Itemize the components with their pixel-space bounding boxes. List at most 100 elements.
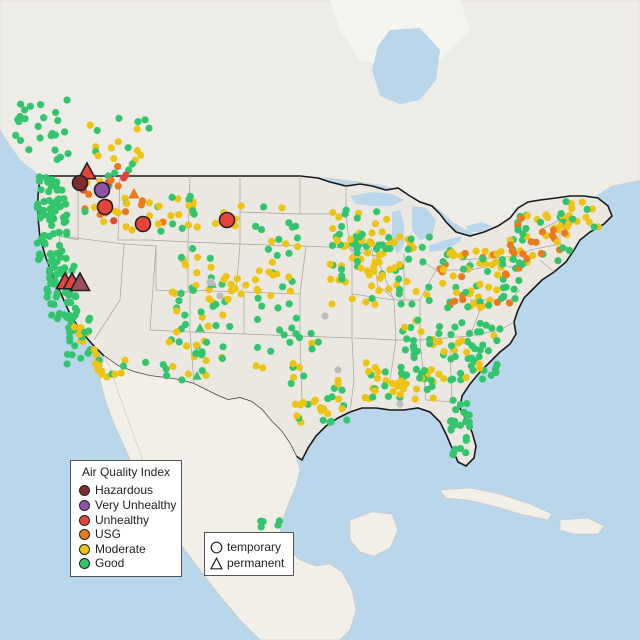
monitor-site-dot: [439, 265, 447, 274]
monitor-site-dot: [370, 267, 378, 275]
monitor-site-dot: [205, 295, 213, 303]
monitor-site-dot: [145, 199, 154, 207]
monitor-site-dot: [286, 338, 294, 346]
monitor-site-dot: [40, 198, 48, 206]
monitor-site-dot: [47, 132, 55, 140]
monitor-site-dot: [111, 207, 119, 215]
monitor-site-dot: [476, 346, 484, 354]
monitor-site-dot: [71, 311, 80, 319]
monitor-site-dot: [258, 302, 266, 310]
monitor-site-dot: [578, 198, 586, 206]
monitor-site-dot: [523, 255, 531, 263]
monitor-site-dot: [343, 416, 351, 424]
monitor-site-dot: [252, 362, 260, 370]
monitor-site-dot: [203, 338, 211, 346]
monitor-site-dot: [395, 290, 403, 298]
monitor-site-dot: [324, 395, 332, 403]
monitor-site-dot: [338, 222, 346, 231]
monitor-site-dot: [292, 330, 300, 338]
monitor-site-dot: [476, 319, 484, 327]
monitor-site-dot: [202, 371, 210, 380]
monitor-site-dot: [47, 300, 55, 308]
monitor-site-dot: [435, 323, 444, 331]
monitor-site-dot: [295, 363, 304, 372]
monitor-site-dot: [218, 354, 226, 363]
monitor-site-triangle: [207, 277, 217, 286]
monitor-site-dot: [335, 213, 343, 221]
monitor-site-dot: [37, 186, 45, 194]
monitor-site-large: [93, 181, 111, 199]
monitor-site-dot: [77, 354, 85, 362]
monitor-site-dot: [397, 363, 405, 371]
monitor-site-dot: [43, 285, 51, 293]
monitor-site-dot: [63, 360, 71, 368]
monitor-site-dot: [154, 220, 162, 228]
monitor-site-dot: [63, 230, 71, 238]
monitor-site-dot: [321, 312, 329, 320]
monitor-site-dot: [192, 349, 200, 357]
monitor-site-dot: [403, 335, 411, 343]
monitor-site-dot: [451, 323, 459, 331]
monitor-site-dot: [66, 337, 74, 345]
monitor-site-dot: [61, 128, 69, 136]
monitor-site-dot: [449, 375, 457, 383]
monitor-site-dot: [517, 214, 525, 222]
monitor-site-dot: [257, 226, 266, 234]
monitor-site-dot: [465, 411, 473, 419]
monitor-site-dot: [522, 225, 530, 233]
monitor-site-dot: [178, 376, 186, 384]
monitor-site-dot: [338, 386, 346, 394]
monitor-site-dot: [90, 345, 98, 354]
monitor-site-dot: [291, 400, 300, 408]
monitor-site-dot: [448, 248, 456, 256]
monitor-site-dot: [542, 211, 550, 219]
monitor-site-dot: [536, 218, 545, 226]
monitor-site-dot: [484, 347, 492, 355]
monitor-site-dot: [173, 328, 181, 336]
monitor-site-dot: [293, 412, 301, 420]
monitor-site-dot: [26, 102, 34, 110]
monitor-site-dot: [420, 367, 428, 375]
monitor-site-dot: [206, 254, 214, 262]
monitor-site-dot: [505, 299, 514, 307]
monitor-site-dot: [211, 219, 220, 228]
monitor-site-dot: [53, 315, 62, 323]
monitor-site-dot: [493, 286, 501, 294]
monitor-site-dot: [423, 291, 431, 299]
monitor-site-dot: [461, 249, 469, 258]
monitor-site-dot: [122, 223, 130, 231]
monitor-site-dot: [219, 343, 227, 351]
monitor-site-dot: [124, 144, 132, 152]
monitor-site-dot: [182, 320, 190, 329]
monitor-site-dot: [454, 339, 462, 347]
monitor-site-dot: [198, 367, 206, 375]
monitor-site-dot: [458, 319, 466, 327]
monitor-site-dot: [308, 339, 316, 347]
monitor-site-dot: [110, 217, 118, 225]
legend-item-very-unhealthy: Very Unhealthy: [79, 498, 176, 512]
lake-erie: [428, 236, 462, 252]
monitor-site-dot: [464, 303, 472, 311]
monitor-site-dot: [52, 108, 60, 117]
monitor-site-dot: [464, 355, 472, 363]
unhealthy-swatch-icon: [79, 514, 90, 526]
monitor-sites: [12, 96, 602, 531]
monitor-site-dot: [177, 253, 185, 261]
monitor-site-dot: [338, 275, 346, 283]
monitor-site-dot: [141, 116, 149, 124]
monitor-site-dot: [192, 341, 201, 349]
monitor-site-dot: [378, 272, 386, 280]
monitor-site-dot: [33, 239, 41, 247]
monitor-site-dot: [369, 393, 377, 401]
monitor-site-dot: [185, 196, 193, 204]
monitor-site-dot: [462, 288, 470, 296]
monitor-site-dot: [481, 247, 489, 255]
monitor-site-dot: [212, 322, 220, 330]
monitor-site-dot: [368, 229, 376, 237]
monitor-site-dot: [333, 237, 341, 245]
hispaniola-land: [559, 517, 605, 535]
monitor-site-dot: [537, 250, 545, 258]
monitor-site-dot: [511, 295, 519, 303]
monitor-site-dot: [278, 204, 286, 212]
monitor-site-dot: [16, 136, 25, 144]
